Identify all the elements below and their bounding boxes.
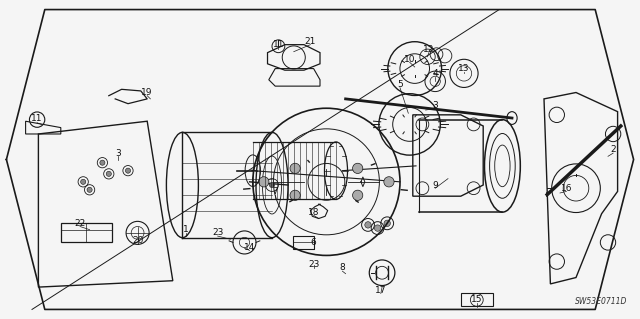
Text: 21: 21 [305, 37, 316, 46]
Text: 23: 23 [308, 260, 319, 269]
Circle shape [269, 182, 275, 188]
Text: 17: 17 [375, 286, 387, 295]
Circle shape [87, 187, 92, 192]
Text: 3: 3 [433, 101, 438, 110]
Text: 1: 1 [183, 225, 188, 234]
Circle shape [259, 177, 269, 187]
Text: 11: 11 [31, 114, 43, 122]
Circle shape [81, 179, 86, 184]
Circle shape [290, 163, 300, 174]
Circle shape [384, 177, 394, 187]
Text: 20: 20 [132, 236, 143, 245]
Circle shape [125, 168, 131, 173]
Text: 8: 8 [340, 263, 345, 272]
Circle shape [106, 171, 111, 176]
Text: 6: 6 [311, 238, 316, 247]
Text: 4: 4 [433, 69, 438, 78]
Text: SW53E0711D: SW53E0711D [575, 297, 627, 306]
Circle shape [353, 190, 363, 200]
Circle shape [365, 222, 371, 228]
Text: 22: 22 [74, 219, 86, 228]
Text: 23: 23 [212, 228, 223, 237]
Circle shape [100, 160, 105, 165]
Circle shape [384, 220, 390, 226]
Circle shape [374, 225, 381, 231]
Circle shape [290, 190, 300, 200]
Text: 14: 14 [244, 243, 255, 252]
Text: 18: 18 [308, 208, 319, 217]
Text: 11: 11 [273, 40, 284, 49]
Text: 3: 3 [116, 149, 121, 158]
Text: 5: 5 [397, 80, 403, 89]
Text: 15: 15 [471, 295, 483, 304]
Text: 13: 13 [458, 64, 470, 73]
Text: 7: 7 [273, 187, 278, 196]
Text: 16: 16 [561, 184, 572, 193]
Text: 9: 9 [433, 181, 438, 189]
Text: 12: 12 [423, 45, 435, 54]
Text: 10: 10 [404, 55, 415, 63]
Circle shape [353, 163, 363, 174]
Text: 19: 19 [141, 88, 153, 97]
Text: 2: 2 [611, 145, 616, 154]
